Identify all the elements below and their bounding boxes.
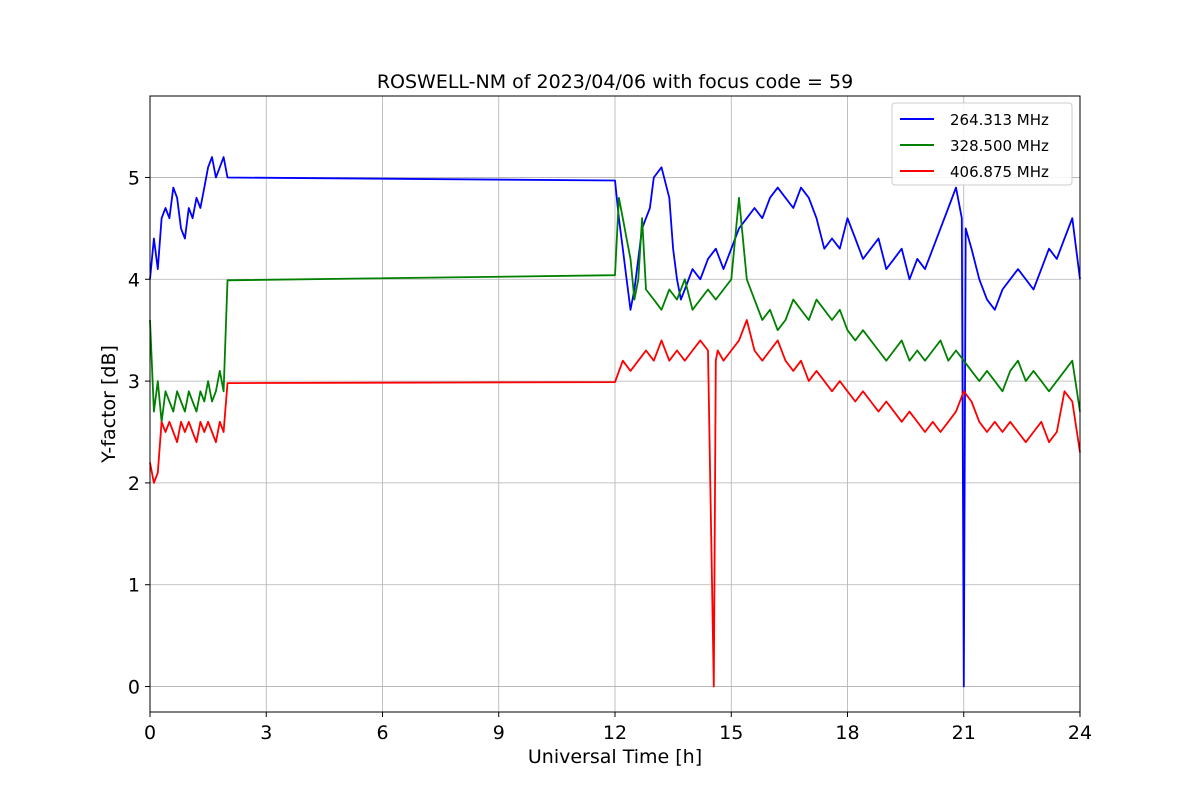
x-axis-label: Universal Time [h] — [528, 746, 702, 768]
y-tick-label: 4 — [128, 269, 140, 291]
y-tick-label: 2 — [128, 473, 140, 495]
x-tick-label: 18 — [835, 722, 859, 744]
legend-entry-label: 328.500 MHz — [950, 137, 1049, 155]
legend-entry-label: 264.313 MHz — [950, 111, 1049, 129]
y-tick-label: 3 — [128, 371, 140, 393]
series-line-2 — [149, 196, 1081, 423]
legend-box — [891, 102, 1073, 186]
series-line-3 — [149, 319, 1081, 688]
x-tick-label: 15 — [719, 722, 743, 744]
y-axis-label: Y-factor [dB] — [98, 345, 120, 464]
legend: 264.313 MHz 328.500 MHz 406.875 MHz — [891, 102, 1073, 186]
x-tick-label: 12 — [603, 722, 627, 744]
x-tick-label: 6 — [376, 722, 388, 744]
y-tick-label: 5 — [128, 167, 140, 189]
y-tick-label: 0 — [128, 677, 140, 699]
x-tick-label: 9 — [493, 722, 505, 744]
y-tick-label: 1 — [128, 575, 140, 597]
chart-title: ROSWELL-NM of 2023/04/06 with focus code… — [377, 71, 853, 93]
legend-entry-label: 406.875 MHz — [950, 163, 1049, 181]
x-tick-label: 21 — [952, 722, 976, 744]
x-tick-label: 0 — [144, 722, 156, 744]
series-layer — [149, 156, 1081, 688]
x-tick-label: 24 — [1068, 722, 1092, 744]
series-line-1 — [149, 156, 1081, 688]
x-tick-label: 3 — [260, 722, 272, 744]
